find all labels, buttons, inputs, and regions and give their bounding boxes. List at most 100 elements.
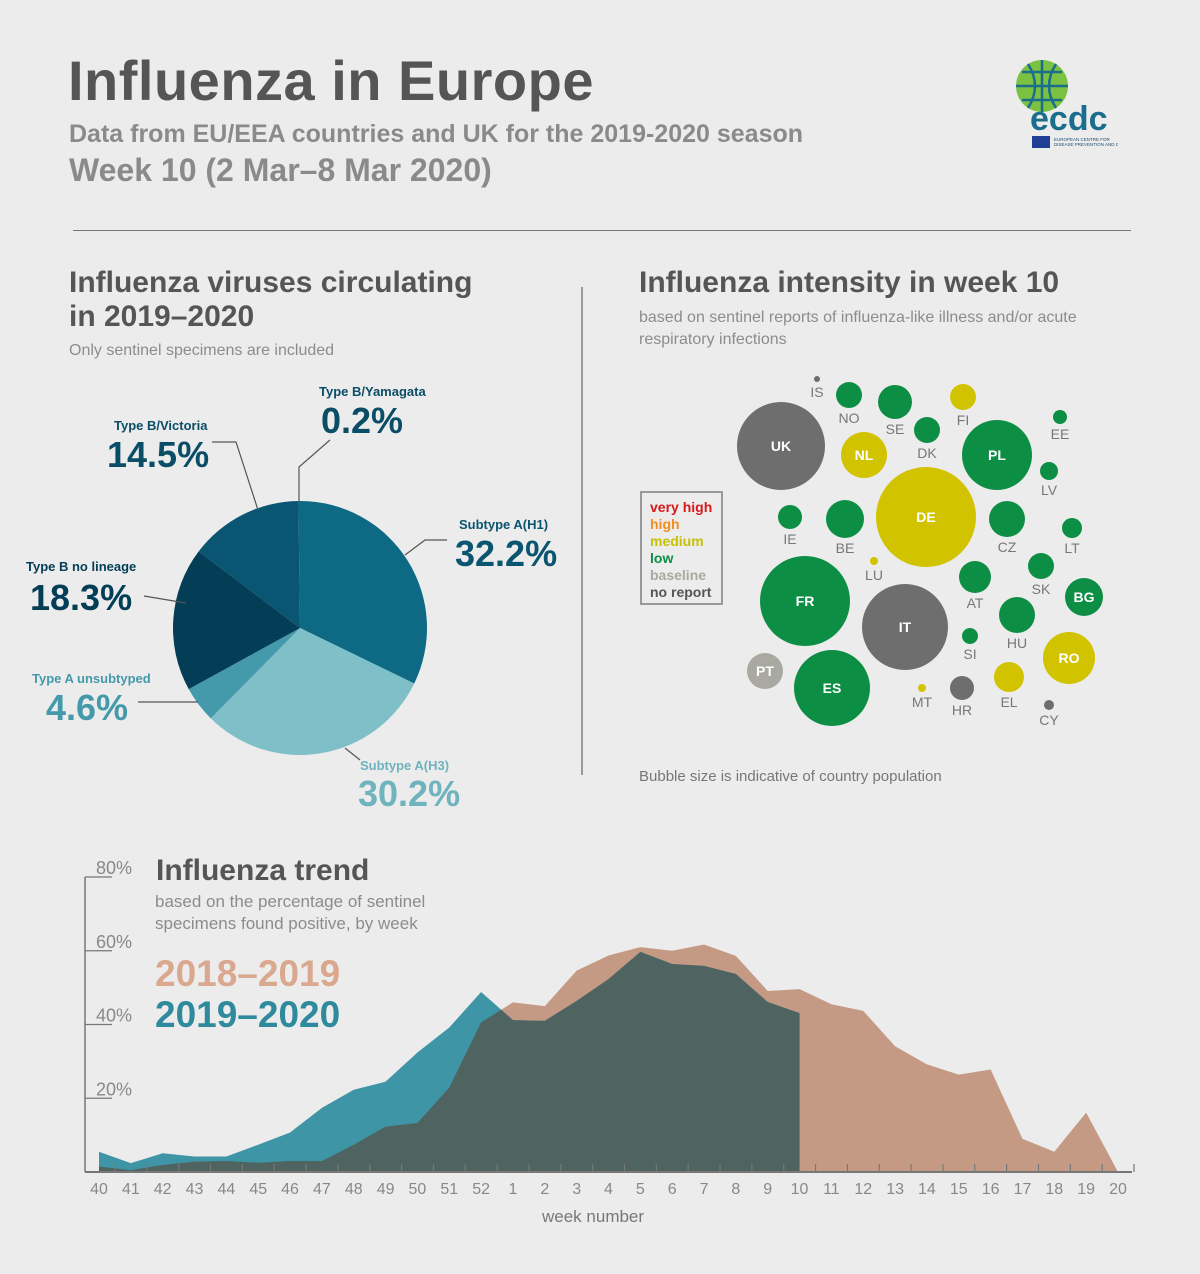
bubble-cz: CZ bbox=[989, 501, 1025, 555]
bubble-label: IS bbox=[810, 384, 823, 400]
pie-label-b-victoria: Type B/Victoria bbox=[114, 418, 208, 433]
pie-slice-subtype-a-h3 bbox=[210, 628, 415, 755]
x-tick-label-19: 19 bbox=[1077, 1181, 1095, 1198]
bubble-label: FI bbox=[957, 412, 969, 428]
bubble-label: PT bbox=[756, 663, 774, 679]
y-tick-label-80: 80% bbox=[96, 858, 132, 878]
pie-label-b-yamagata: Type B/Yamagata bbox=[319, 384, 426, 399]
bubble-label: DK bbox=[917, 445, 937, 461]
eu-flag-icon bbox=[1032, 136, 1050, 148]
bubble-label: IE bbox=[783, 531, 796, 547]
bubble-it: IT bbox=[862, 584, 948, 670]
bubble-fi: FI bbox=[950, 384, 976, 428]
pie-label-a-h3: Subtype A(H3) bbox=[360, 758, 450, 773]
bubble-label: HR bbox=[952, 702, 972, 718]
bubble-label: RO bbox=[1059, 650, 1080, 666]
bubble-label: CY bbox=[1039, 712, 1059, 728]
x-tick-label-50: 50 bbox=[409, 1181, 427, 1198]
bubble-label: LU bbox=[865, 567, 883, 583]
bubble-hu: HU bbox=[999, 597, 1035, 651]
svg-text:ecdc: ecdc bbox=[1030, 100, 1108, 138]
bubble-is: IS bbox=[810, 376, 824, 400]
bubble-lv: LV bbox=[1040, 462, 1058, 498]
x-tick-label-47: 47 bbox=[313, 1181, 331, 1198]
bubble-label: ES bbox=[823, 680, 842, 696]
bubble-ro: RO bbox=[1043, 632, 1095, 684]
x-tick-label-11: 11 bbox=[823, 1181, 840, 1198]
x-tick-label-8: 8 bbox=[731, 1181, 740, 1198]
bubble-si: SI bbox=[962, 628, 978, 662]
bubble-cy: CY bbox=[1039, 700, 1059, 728]
pie-value-b-victoria: 14.5% bbox=[107, 434, 210, 475]
bubble-label: IT bbox=[899, 619, 912, 635]
legend-no-report: no report bbox=[650, 584, 712, 600]
y-tick-label-20: 20% bbox=[96, 1079, 132, 1099]
week-label: Week 10 (2 Mar–8 Mar 2020) bbox=[69, 152, 492, 188]
bubble-title: Influenza intensity in week 10 bbox=[639, 266, 1060, 299]
x-tick-label-1: 1 bbox=[509, 1181, 518, 1198]
x-tick-label-49: 49 bbox=[377, 1181, 395, 1198]
pie-title: Influenza viruses circulating in 2019–20… bbox=[69, 266, 473, 333]
bubble-uk: UK bbox=[737, 402, 825, 490]
pie-label-a-unsubtyped: Type A unsubtyped bbox=[32, 671, 151, 686]
pie-value-a-h1: 32.2% bbox=[455, 533, 558, 574]
bubble-es: ES bbox=[794, 650, 870, 726]
bubble-label: SK bbox=[1032, 581, 1051, 597]
pie-value-b-yamagata: 0.2% bbox=[321, 400, 404, 441]
pie-subtitle: Only sentinel specimens are included bbox=[69, 342, 335, 359]
x-tick-label-4: 4 bbox=[604, 1181, 613, 1198]
bubble-label: MT bbox=[912, 694, 933, 710]
bubble-footnote: Bubble size is indicative of country pop… bbox=[639, 768, 942, 785]
pie-slice-type-a-unsubtyped bbox=[188, 628, 300, 719]
bubble-label: SI bbox=[963, 646, 976, 662]
pie-label-b-no-lineage: Type B no lineage bbox=[26, 559, 137, 574]
bubble-ee: EE bbox=[1051, 410, 1070, 442]
bubble-pt: PT bbox=[747, 653, 783, 689]
bubble-dk: DK bbox=[914, 417, 940, 461]
pie-chart bbox=[138, 439, 447, 761]
legend-2018-2019: 2018–2019 bbox=[155, 953, 341, 994]
bubble-label: BG bbox=[1074, 589, 1095, 605]
pie-label-a-h1: Subtype A(H1) bbox=[459, 517, 549, 532]
bubble-at: AT bbox=[959, 561, 991, 611]
x-tick-label-45: 45 bbox=[249, 1181, 267, 1198]
legend-medium: medium bbox=[650, 533, 704, 549]
bubble-sk: SK bbox=[1028, 553, 1054, 597]
bubble-el: EL bbox=[994, 662, 1024, 710]
x-tick-label-42: 42 bbox=[154, 1181, 172, 1198]
x-tick-label-15: 15 bbox=[950, 1181, 968, 1198]
pie-value-a-h3: 30.2% bbox=[358, 773, 461, 814]
x-tick-label-41: 41 bbox=[122, 1181, 140, 1198]
bubble-label: FR bbox=[796, 593, 815, 609]
x-tick-label-5: 5 bbox=[636, 1181, 645, 1198]
bubble-label: NL bbox=[855, 447, 874, 463]
legend-2019-2020: 2019–2020 bbox=[155, 994, 341, 1035]
x-tick-label-46: 46 bbox=[281, 1181, 299, 1198]
bubble-fr: FR bbox=[760, 556, 850, 646]
bubble-label: NO bbox=[839, 410, 860, 426]
bubble-chart: IS NO SE FI UK NL DK PL EE LV DE IE BE CZ LT LU SK BG AT FR… bbox=[737, 376, 1103, 728]
bubble-de: DE bbox=[876, 467, 976, 567]
legend-high: high bbox=[650, 516, 680, 532]
x-tick-label-44: 44 bbox=[217, 1181, 235, 1198]
bubble-nl: NL bbox=[841, 432, 887, 478]
svg-text:DISEASE PREVENTION AND CONTROL: DISEASE PREVENTION AND CONTROL bbox=[1054, 142, 1118, 147]
bubble-label: EE bbox=[1051, 426, 1070, 442]
x-tick-label-7: 7 bbox=[700, 1181, 709, 1198]
x-tick-label-3: 3 bbox=[572, 1181, 581, 1198]
bubble-pl: PL bbox=[962, 420, 1032, 490]
legend-very-high: very high bbox=[650, 499, 713, 515]
bubble-label: SE bbox=[886, 421, 905, 437]
x-tick-label-48: 48 bbox=[345, 1181, 363, 1198]
header-divider bbox=[73, 230, 1131, 231]
legend-low: low bbox=[650, 550, 674, 566]
x-tick-label-2: 2 bbox=[540, 1181, 549, 1198]
bubble-hr: HR bbox=[950, 676, 974, 718]
x-tick-label-6: 6 bbox=[668, 1181, 677, 1198]
trend-title: Influenza trend bbox=[156, 854, 370, 887]
y-tick-label-40: 40% bbox=[96, 1006, 132, 1026]
x-tick-label-51: 51 bbox=[440, 1181, 458, 1198]
x-tick-label-43: 43 bbox=[186, 1181, 204, 1198]
